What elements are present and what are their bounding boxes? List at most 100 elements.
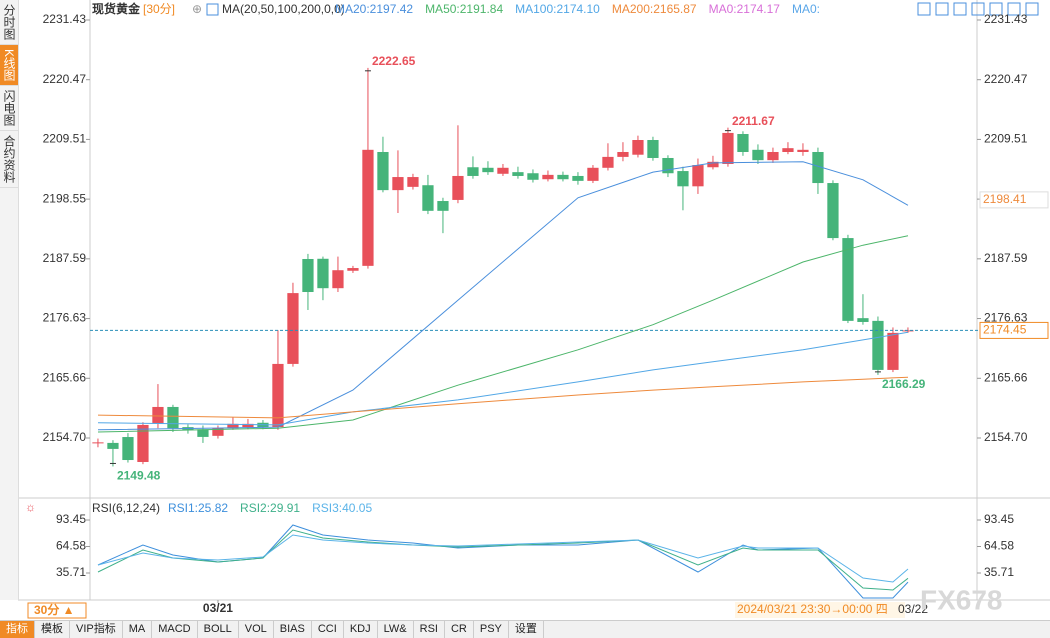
y-tick-label-right: 64.58 [984,539,1014,553]
legend-entry: RSI2:29.91 [240,501,300,515]
candle-body [392,177,404,191]
indicator-tab[interactable]: 模板 [35,621,70,638]
y-tick-label: 2165.66 [43,370,87,384]
candle-body [497,167,509,174]
y-tick-label-right: 2176.63 [984,311,1028,325]
sidebar-tab[interactable]: 闪电图 [0,86,18,132]
last-price-label: 2174.45 [983,323,1027,337]
button[interactable] [971,2,985,16]
settings-icon[interactable]: ⊕ [192,2,202,16]
indicator-line [97,534,909,583]
period-selector[interactable]: 30分 ▲ [34,602,75,617]
candle-body [617,151,629,157]
candle-body [197,429,209,437]
cursor-date: 03/22 [898,602,928,616]
y-tick-label: 2187.59 [43,251,87,265]
candle-body [482,167,494,173]
button[interactable] [953,2,967,16]
y-tick-label: 2198.55 [43,191,87,205]
candle-body [467,167,479,176]
button[interactable] [917,2,931,16]
y-tick-label: 2176.63 [43,311,87,325]
indicator-line [97,161,909,431]
period-box[interactable] [27,602,87,619]
chart: 现货黄金 [30分] ⊕ MA(20,50,100,200,0,0) ☼ 30分… [18,0,1050,619]
sidebar-tab[interactable]: 分时图 [0,0,18,45]
last-price-box [979,321,1049,339]
indicator-tab[interactable]: 指标 [0,621,35,638]
indicator-tab[interactable]: 设置 [509,621,544,638]
legend-entry: RSI3:40.05 [312,501,372,515]
indicator-tab[interactable]: VOL [239,621,274,638]
candle-body [722,132,734,164]
indicator-tab[interactable]: CCI [312,621,344,638]
indicator-tab[interactable]: MA [123,621,153,638]
indicator-line [97,529,909,591]
indicator-tab[interactable]: VIP指标 [70,621,123,638]
sidebar: 分时图 K线图 闪电图 合约资料 [0,0,19,600]
rsi-icon[interactable]: ☼ [25,500,36,514]
candle-body [767,151,779,161]
candle-body [437,201,449,211]
candle-body [512,172,524,176]
legend-entry: MA0:2174.17 [709,2,781,16]
indicator-line [97,331,909,426]
annotation-label: 2149.48 [117,469,161,483]
indicator-line [97,235,909,433]
watermark: FX678 [920,584,1003,615]
candle-body [827,183,839,239]
candle-body [137,424,149,462]
candle-body [752,149,764,161]
cursor-box [735,602,905,618]
button[interactable] [935,2,949,16]
candle-body [857,318,869,322]
indicator-tab[interactable]: PSY [474,621,509,638]
legend-entry: RSI1:25.82 [168,501,228,515]
button[interactable] [1025,2,1039,16]
ma-params: MA(20,50,100,200,0,0) [222,2,345,16]
y-tick-label-right: 2209.51 [984,132,1028,146]
candle-body [647,140,659,158]
y-tick-label-right: 93.45 [984,512,1014,526]
indicator-tab[interactable]: CR [445,621,474,638]
candle-body [272,363,284,428]
button[interactable] [1007,2,1021,16]
sidebar-tab[interactable]: 合约资料 [0,131,18,189]
candle-body [692,165,704,187]
annotation-label: 2222.65 [372,54,416,68]
candle-body [332,270,344,289]
x-tick-label: 03/21 [203,601,233,615]
indicator-tab[interactable]: RSI [414,621,445,638]
indicator-tab[interactable]: LW& [378,621,414,638]
legend-entry: MA0: [792,2,820,16]
ref-price-box [979,191,1049,209]
candle-body [842,238,854,321]
y-tick-label-right: 2231.43 [984,12,1028,26]
candle-body [152,406,164,423]
y-tick-label-right: 2187.59 [984,251,1028,265]
indicator-tab[interactable]: MACD [152,621,198,638]
candle-body [317,258,329,289]
candle-body [242,423,254,428]
y-tick-label: 2231.43 [43,12,87,26]
annotation-label: 2211.67 [732,114,775,128]
ref-price-label: 2198.41 [983,192,1027,206]
candle-body [602,156,614,168]
candle-body [632,140,644,155]
indicator-tab[interactable]: KDJ [344,621,378,638]
candle-body [92,442,104,444]
candle-body [782,148,794,152]
candle-body [167,406,179,429]
candle-body [422,185,434,211]
indicator-tab[interactable]: BIAS [274,621,312,638]
candle-body [227,423,239,429]
indicator-tab[interactable]: BOLL [198,621,239,638]
y-tick-label-right: 35.71 [984,565,1014,579]
sidebar-tab[interactable]: K线图 [0,45,18,87]
button[interactable] [989,2,1003,16]
window-buttons[interactable] [917,2,1039,16]
ma-icon[interactable] [206,3,219,16]
candle-body [212,428,224,436]
candle-body [887,332,899,370]
candle-body [812,151,824,184]
